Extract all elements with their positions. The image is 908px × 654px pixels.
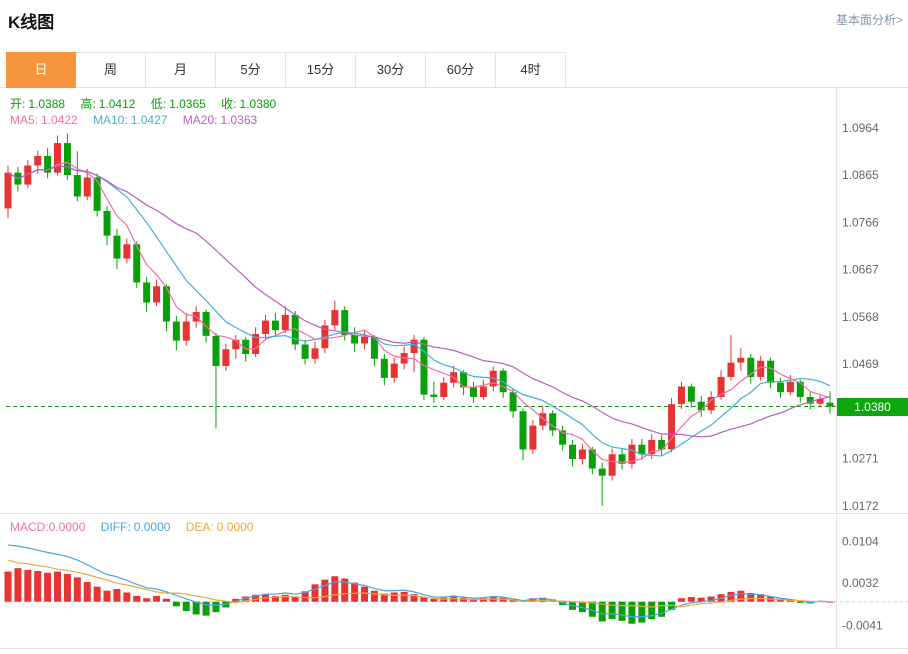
svg-text:1.0865: 1.0865 — [842, 168, 879, 182]
tab-month[interactable]: 月 — [146, 52, 216, 88]
tab-30min[interactable]: 30分 — [356, 52, 426, 88]
ohlc-legend: 开: 1.0388 高: 1.0412 低: 1.0365 收: 1.0380 — [10, 95, 288, 112]
period-tabs: 日 周 月 5分 15分 30分 60分 4时 — [0, 52, 908, 88]
tab-15min[interactable]: 15分 — [286, 52, 356, 88]
tab-60min[interactable]: 60分 — [426, 52, 496, 88]
svg-text:1.0469: 1.0469 — [842, 357, 879, 371]
svg-text:1.0964: 1.0964 — [842, 121, 879, 135]
ma20-value: MA20: 1.0363 — [182, 113, 258, 127]
current-price-badge: 1.0380 — [837, 397, 908, 416]
tab-5min[interactable]: 5分 — [216, 52, 286, 88]
tab-4hour[interactable]: 4时 — [496, 52, 566, 88]
tab-day[interactable]: 日 — [6, 52, 76, 88]
ohlc-high: 高: 1.0412 — [80, 97, 136, 111]
ohlc-open: 开: 1.0388 — [10, 97, 66, 111]
ohlc-low: 低: 1.0365 — [150, 97, 206, 111]
svg-text:1.0271: 1.0271 — [842, 452, 879, 466]
fundamental-analysis-link[interactable]: 基本面分析> — [835, 13, 903, 27]
svg-text:0.0104: 0.0104 — [842, 534, 879, 548]
svg-text:1.0667: 1.0667 — [842, 263, 879, 277]
tab-week[interactable]: 周 — [76, 52, 146, 88]
macd-value: MACD:0.0000 — [10, 520, 86, 534]
page-title: K线图 — [8, 13, 55, 32]
svg-text:1.0568: 1.0568 — [842, 310, 879, 324]
dea-value: DEA: 0.0000 — [185, 520, 254, 534]
ma-legend: MA5: 1.0422 MA10: 1.0427 MA20: 1.0363 — [10, 113, 269, 127]
kline-chart-area[interactable]: 1.0964 1.0865 1.0766 1.0667 1.0568 1.0469 1.02… — [0, 88, 908, 649]
svg-text:1.0766: 1.0766 — [842, 215, 879, 229]
ohlc-close: 收: 1.0380 — [221, 97, 277, 111]
svg-text:1.0172: 1.0172 — [842, 499, 879, 513]
svg-text:0.0032: 0.0032 — [842, 576, 879, 590]
diff-value: DIFF: 0.0000 — [100, 520, 171, 534]
chart-canvas: 1.0964 1.0865 1.0766 1.0667 1.0568 1.0469 1.02… — [0, 88, 908, 649]
ma5-value: MA5: 1.0422 — [10, 113, 78, 127]
macd-legend: MACD:0.0000 DIFF: 0.0000 DEA: 0.0000 — [10, 520, 265, 534]
ma10-value: MA10: 1.0427 — [93, 113, 168, 127]
header: K线图 基本面分析> — [0, 0, 908, 44]
svg-text:-0.0041: -0.0041 — [842, 618, 883, 632]
